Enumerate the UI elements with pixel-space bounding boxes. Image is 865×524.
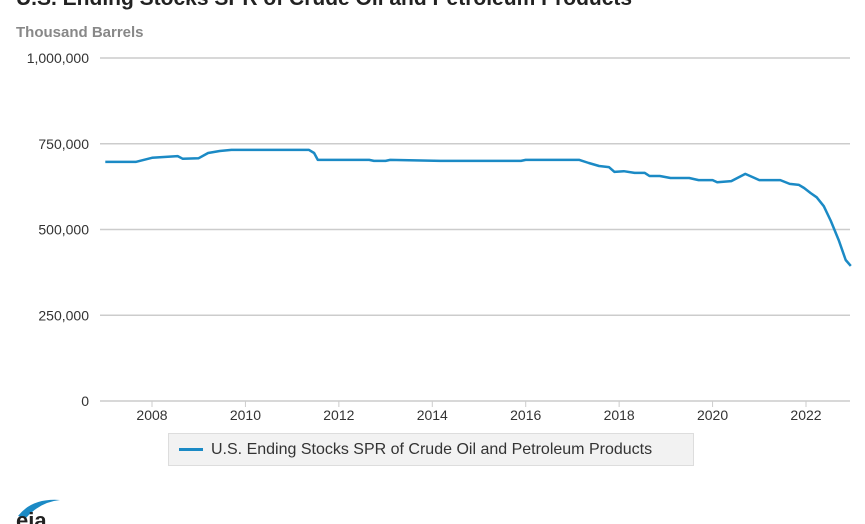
x-tick-label: 2016 [510,407,541,423]
x-tick-label: 2012 [323,407,354,423]
legend-label: U.S. Ending Stocks SPR of Crude Oil and … [211,440,653,458]
y-tick-label: 500,000 [38,222,89,238]
y-axis-label: Thousand Barrels [16,24,144,41]
y-tick-label: 750,000 [38,136,89,152]
y-tick-label: 0 [81,393,89,409]
x-tick-label: 2022 [790,407,821,423]
y-tick-label: 1,000,000 [27,50,89,66]
x-tick-label: 2008 [136,407,167,423]
legend-swatch [179,448,203,451]
x-tick-label: 2014 [417,407,448,423]
y-tick-label: 250,000 [38,307,89,323]
chart-title: U.S. Ending Stocks SPR of Crude Oil and … [16,0,632,11]
x-tick-label: 2018 [604,407,635,423]
x-tick-label: 2020 [697,407,728,423]
series-line [105,148,852,267]
eia-logo: eia [16,499,60,524]
x-tick-label: 2010 [230,407,261,423]
svg-text:eia: eia [16,508,47,524]
legend[interactable]: U.S. Ending Stocks SPR of Crude Oil and … [168,433,694,466]
